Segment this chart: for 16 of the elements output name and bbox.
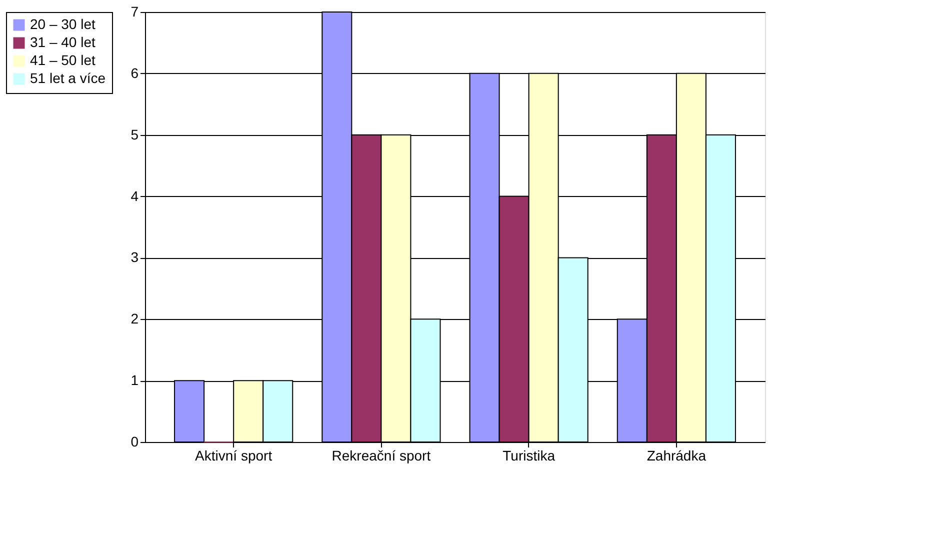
legend-label: 20 – 30 let <box>30 16 96 32</box>
legend-label: 41 – 50 let <box>30 52 96 68</box>
legend-label: 31 – 40 let <box>30 34 96 50</box>
y-tick-label: 6 <box>130 64 139 81</box>
y-tick-label: 2 <box>130 310 139 327</box>
y-tick-label: 5 <box>130 126 139 142</box>
legend-label: 51 let a více <box>30 70 106 86</box>
y-tick-label: 1 <box>130 372 139 388</box>
y-tick-label: 4 <box>130 188 139 204</box>
x-tick-label: Rekreační sport <box>332 448 431 464</box>
y-tick-label: 7 <box>130 4 139 20</box>
y-tick-label: 3 <box>130 249 139 266</box>
x-tick-label: Turistika <box>502 448 556 464</box>
x-tick-label: Aktivní sport <box>195 448 272 464</box>
y-tick-label: 0 <box>130 434 139 450</box>
x-tick-label: Zahrádka <box>646 448 706 464</box>
